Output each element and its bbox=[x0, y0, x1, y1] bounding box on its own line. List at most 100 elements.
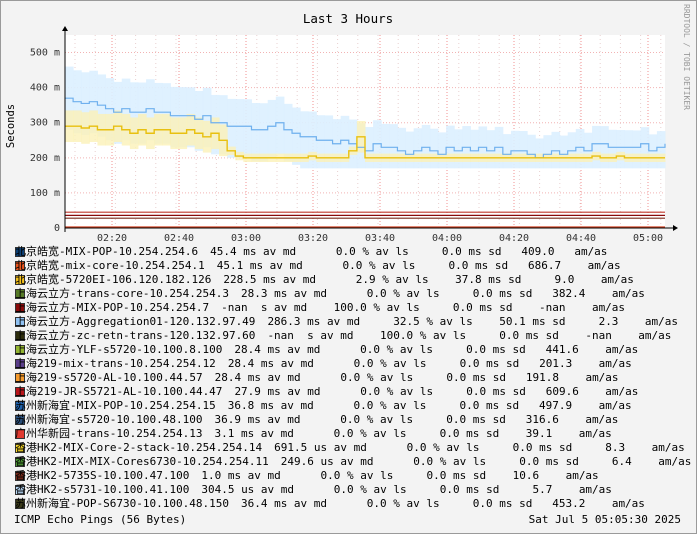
smoke-band bbox=[624, 130, 634, 169]
legend-swatch bbox=[15, 499, 25, 509]
legend-stats: 36.4 ms av md 0.0 % av ls 0.0 ms sd 453.… bbox=[240, 497, 645, 510]
smoke-band bbox=[640, 127, 650, 169]
smoke-band bbox=[656, 131, 666, 169]
x-tick-label: 02:20 bbox=[97, 233, 127, 244]
smoke-band bbox=[202, 87, 212, 148]
smoke-band bbox=[365, 127, 374, 169]
legend-series-name: 上海219-mix-trans-10.254.254.12 bbox=[15, 357, 216, 370]
smoke-band bbox=[275, 96, 285, 155]
smoke-band bbox=[251, 103, 261, 162]
legend-stats: -nan s av md 100.0 % av ls 0.0 ms sd -na… bbox=[267, 329, 672, 342]
watermark: RRDTOOL / TOBI OETIKER bbox=[682, 4, 691, 110]
smoke-band bbox=[454, 129, 463, 169]
x-tick-label: 04:00 bbox=[432, 233, 462, 244]
legend-swatch bbox=[15, 471, 25, 481]
smoke-band bbox=[292, 107, 301, 165]
smoke-band bbox=[551, 131, 561, 169]
x-tick-label: 02:40 bbox=[164, 233, 194, 244]
legend-series-name: 苏州新海宜-MIX-POP-10.254.254.15 bbox=[15, 399, 216, 412]
legend-series-name: 广州华新园-trans-10.254.254.13 bbox=[15, 427, 203, 440]
legend-swatch bbox=[15, 429, 25, 439]
smoke-band bbox=[162, 83, 171, 144]
smoke-band bbox=[405, 131, 415, 169]
smoke-band bbox=[121, 78, 131, 141]
legend-series-name: 北京皓宽-5720EI-106.120.182.126 bbox=[15, 273, 212, 286]
legend-series-name: 北京皓宽-mix-core-10.254.254.1 bbox=[15, 259, 205, 272]
legend-swatch bbox=[15, 289, 25, 299]
smoke-band bbox=[227, 98, 236, 158]
legend-series-name: 北京皓宽-MIX-POP-10.254.254.6 bbox=[15, 245, 199, 258]
smoke-band bbox=[324, 115, 334, 169]
smoke-band bbox=[535, 138, 544, 169]
legend-stats: 286.3 ms av md 32.5 % av ls 50.1 ms sd 2… bbox=[267, 315, 679, 328]
smoke-band bbox=[137, 82, 147, 144]
x-tick-label: 04:40 bbox=[566, 233, 596, 244]
smoke-band bbox=[527, 134, 536, 169]
smoke-band bbox=[129, 82, 139, 144]
legend-series-name: 香港HK2-5735S-10.100.47.100 bbox=[15, 469, 190, 482]
legend-series-name: 上海云立方-trans-core-10.254.254.3 bbox=[15, 287, 229, 300]
smoke-band bbox=[575, 128, 585, 169]
footer-right: Sat Jul 5 05:05:30 2025 bbox=[528, 513, 681, 526]
legend-swatch bbox=[15, 457, 25, 467]
smoke-band bbox=[397, 127, 407, 169]
smoke-band bbox=[608, 129, 617, 169]
legend-stats: 28.4 ms av md 0.0 % av ls 0.0 ms sd 201.… bbox=[227, 357, 632, 370]
smoke-band bbox=[259, 103, 269, 162]
smoke-band bbox=[592, 125, 601, 169]
x-axis-arrow bbox=[673, 225, 678, 231]
legend-stats: 27.9 ms av md 0.0 % av ls 0.0 ms sd 609.… bbox=[234, 385, 639, 398]
x-tick-label: 03:00 bbox=[231, 233, 261, 244]
legend-series-name: 香港HK2-s5731-10.100.41.100 bbox=[15, 483, 190, 496]
smoke-band bbox=[300, 111, 309, 169]
legend-stats: 36.8 ms av md 0.0 % av ls 0.0 ms sd 497.… bbox=[227, 399, 632, 412]
smoke-band bbox=[600, 126, 609, 169]
legend-swatch bbox=[15, 401, 25, 411]
smoke-band bbox=[486, 130, 496, 169]
smoke-band bbox=[519, 131, 528, 169]
x-tick-label: 04:20 bbox=[499, 233, 529, 244]
footer-left: ICMP Echo Pings (56 Bytes) bbox=[14, 513, 187, 526]
y-axis-arrow bbox=[62, 26, 68, 31]
legend-series-name: 苏州新海宜-POP-S6730-10.100.48.150 bbox=[15, 497, 229, 510]
legend-stats: 28.4 ms av md 0.0 % av ls 0.0 ms sd 191.… bbox=[214, 371, 619, 384]
legend-stats: 691.5 us av md 0.0 % av ls 0.0 ms sd 8.3… bbox=[274, 441, 685, 454]
legend-stats: 228.5 ms av md 2.9 % av ls 37.8 ms sd 9.… bbox=[223, 273, 634, 286]
legend-swatch bbox=[15, 345, 25, 355]
series-line-5720ei bbox=[65, 125, 665, 159]
smoke-band bbox=[381, 123, 390, 169]
y-tick-label: 0 bbox=[54, 223, 60, 234]
legend-series-name: 上海云立方-Aggregation01-120.132.97.49 bbox=[15, 315, 256, 328]
smoke-band bbox=[470, 129, 480, 169]
legend-swatch bbox=[15, 415, 25, 425]
legend-stats: -nan s av md 100.0 % av ls 0.0 ms sd -na… bbox=[221, 301, 626, 314]
legend-stats: 36.9 ms av md 0.0 % av ls 0.0 ms sd 316.… bbox=[214, 413, 619, 426]
legend-swatch bbox=[15, 275, 25, 285]
smoke-band bbox=[154, 82, 163, 144]
smoke-band bbox=[243, 99, 252, 158]
legend-series-name: 苏州新海宜-s5720-10.100.48.100 bbox=[15, 413, 203, 426]
smoke-band bbox=[146, 79, 155, 141]
legend-swatch bbox=[15, 485, 25, 495]
smoke-band bbox=[510, 130, 520, 169]
chart: Last 3 Hours Seconds RRDTOOL / TOBI OETI… bbox=[5, 4, 691, 244]
legend-swatch bbox=[15, 331, 25, 341]
legend-swatch bbox=[15, 317, 25, 327]
legend-swatch bbox=[15, 261, 25, 271]
chart-title: Last 3 Hours bbox=[303, 11, 393, 26]
x-tick-label: 03:40 bbox=[365, 233, 395, 244]
legend-stats: 304.5 us av md 0.0 % av ls 0.0 ms sd 5.7… bbox=[201, 483, 612, 496]
legend-swatch bbox=[15, 359, 25, 369]
x-tick-label: 03:20 bbox=[298, 233, 328, 244]
smoke-band bbox=[616, 130, 625, 169]
legend-series-name: 香港HK2-MIX-Core-2-stack-10.254.254.14 bbox=[15, 441, 263, 454]
smoke-band bbox=[543, 135, 552, 169]
smoke-band bbox=[632, 130, 642, 169]
y-axis-label: Seconds bbox=[5, 104, 17, 148]
legend-series-name: 上海219-s5720-AL-10.100.44.57 bbox=[15, 371, 203, 384]
series-line-aggregation01 bbox=[65, 97, 666, 159]
smoke-band bbox=[389, 124, 398, 169]
legend-series-name: 上海219-JR-S5721-AL-10.100.44.47 bbox=[15, 385, 223, 398]
legend-series-name: 上海云立方-YLF-s5720-10.100.8.100 bbox=[15, 343, 223, 356]
legend-series-name: 香港HK2-MIX-MIX-Cores6730-10.254.254.11 bbox=[15, 455, 269, 468]
